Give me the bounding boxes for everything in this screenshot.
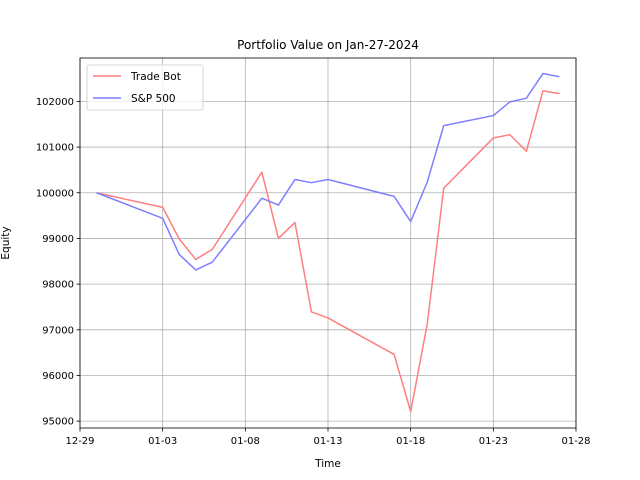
x-tick-label: 12-29 <box>65 436 94 447</box>
legend: Trade Bot S&P 500 <box>86 64 204 111</box>
y-tick-label: 96000 <box>42 371 74 382</box>
legend-label: Trade Bot <box>130 71 181 83</box>
y-tick-label: 101000 <box>36 143 74 154</box>
legend-label: S&P 500 <box>131 93 176 105</box>
y-tick-label: 95000 <box>42 417 74 428</box>
x-axis-ticks: 12-29 01-03 01-08 01-13 01-18 01-23 01-28 <box>65 428 591 447</box>
series-line-s-p-500 <box>96 72 560 271</box>
x-tick-label: 01-13 <box>313 436 342 447</box>
y-tick-label: 102000 <box>36 97 74 108</box>
y-axis-label: Equity <box>0 226 12 259</box>
y-tick-label: 100000 <box>36 188 74 199</box>
y-tick-label: 98000 <box>42 280 74 291</box>
y-tick-label: 97000 <box>42 325 74 336</box>
x-tick-label: 01-08 <box>231 436 260 447</box>
series-line-trade-bot <box>96 90 560 413</box>
grid <box>79 58 577 428</box>
series-lines <box>96 72 560 413</box>
x-tick-label: 01-28 <box>561 436 590 447</box>
x-axis-label: Time <box>314 458 341 470</box>
y-axis-ticks: 95000 96000 97000 98000 99000 100000 101000 102… <box>36 97 80 428</box>
x-tick-label: 01-03 <box>148 436 177 447</box>
x-tick-label: 01-23 <box>479 436 508 447</box>
x-tick-label: 01-18 <box>396 436 425 447</box>
chart-title: Portfolio Value on Jan-27-2024 <box>237 38 419 52</box>
y-tick-label: 99000 <box>42 234 74 245</box>
